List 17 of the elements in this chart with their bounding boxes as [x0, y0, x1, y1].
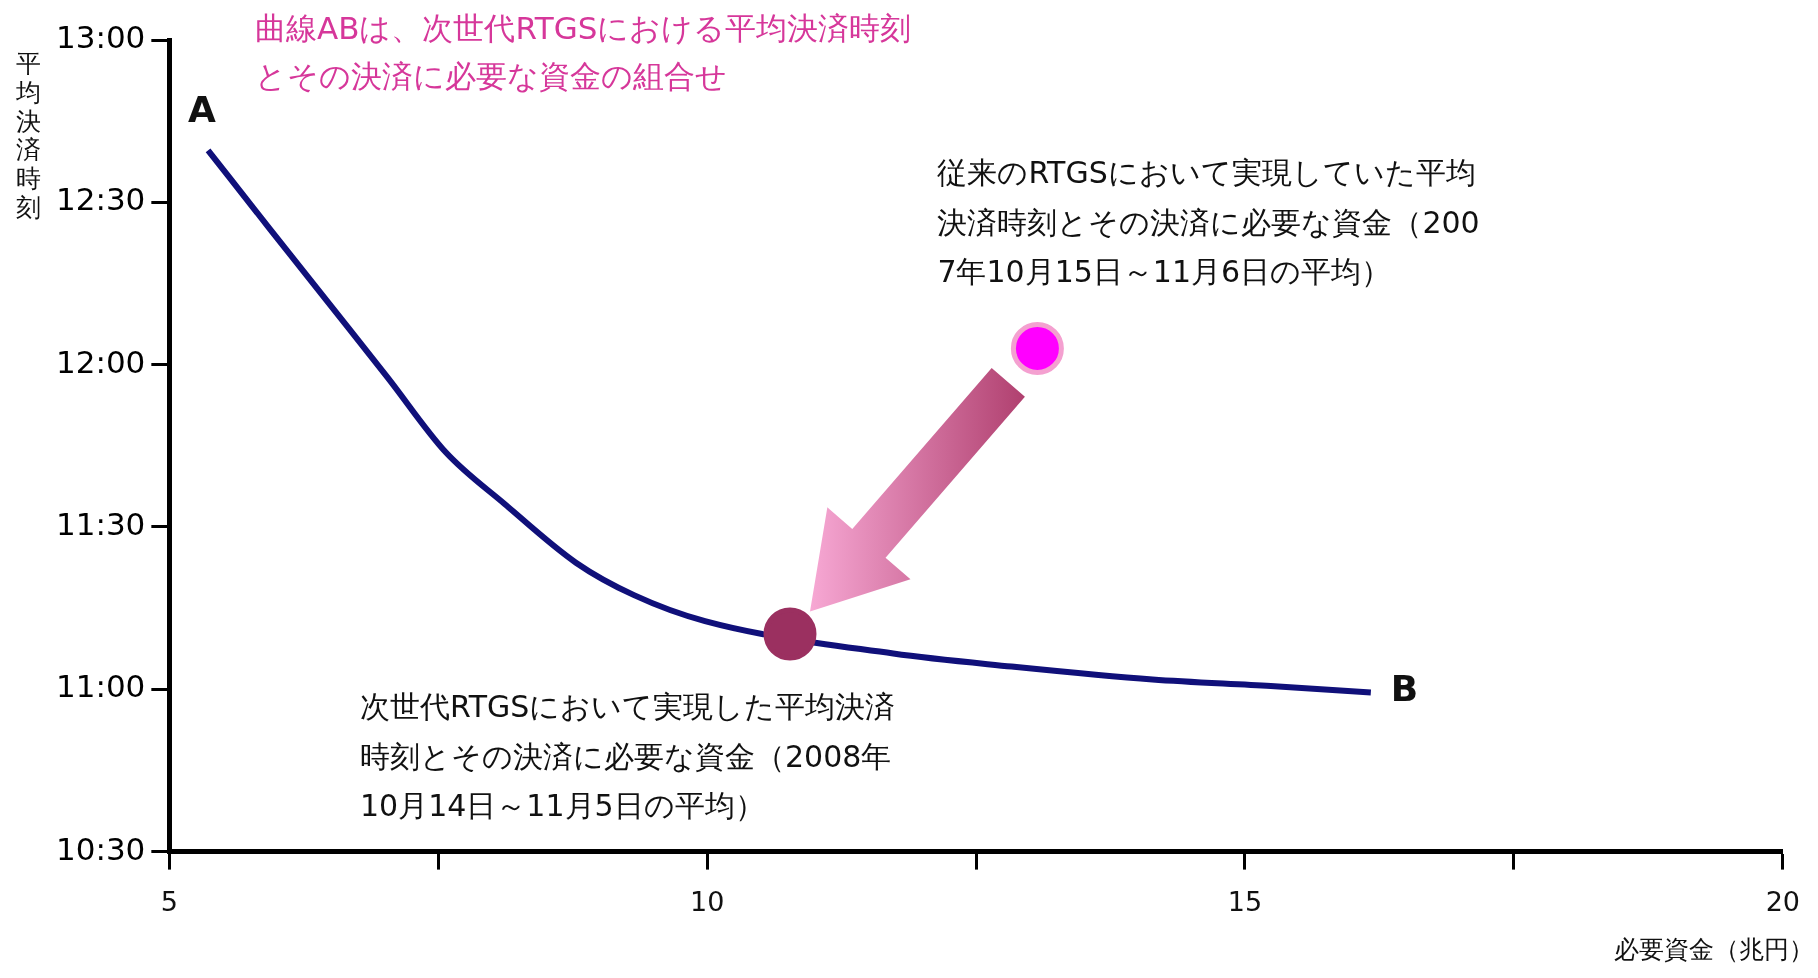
- x-tick-label: 5: [160, 885, 178, 917]
- annotation: A: [188, 89, 216, 131]
- y-tick-label: 10:30: [55, 830, 146, 867]
- annotation: B: [1390, 667, 1419, 709]
- annotation: 従来のRTGSにおいて実現していた平均決済時刻とその決済に必要な資金（2007年10月15日～11月6日の平均）: [937, 154, 1481, 292]
- y-tick-label: 11:00: [55, 668, 146, 705]
- x-axis-title: 必要資金（兆円）: [1614, 933, 1814, 966]
- y-tick-label: 12:00: [55, 343, 146, 380]
- x-tick-label: 10: [689, 885, 725, 917]
- y-tick-label: 13:00: [55, 19, 146, 56]
- chart-title: 曲線ABは、次世代RTGSにおける平均決済時刻とその決済に必要な資金の組合せ: [255, 9, 913, 97]
- x-tick-label: 15: [1227, 885, 1263, 917]
- y-axis-title: 平均決済時刻: [16, 49, 42, 223]
- y-tick-label: 11:30: [55, 506, 146, 543]
- annotation: 次世代RTGSにおいて実現した平均決済時刻とその決済に必要な資金（2008年10月14日～11月5日の平均）: [359, 688, 897, 826]
- y-tick-label: 12:30: [55, 181, 146, 218]
- x-tick-label: 20: [1765, 885, 1800, 917]
